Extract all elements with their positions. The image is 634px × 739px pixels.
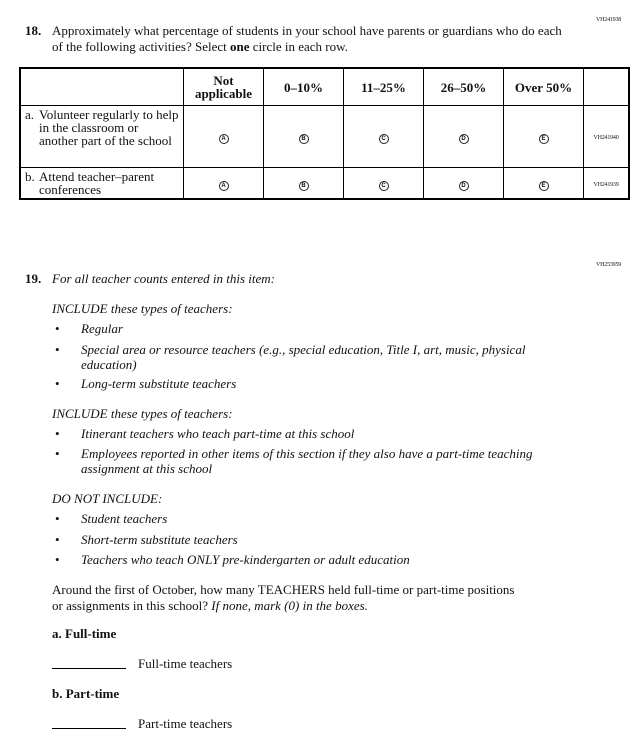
radio-option[interactable]: D: [458, 180, 469, 191]
row-label: b. Attend teacher–parent conferences: [19, 167, 184, 200]
item-code: VH241938: [596, 17, 622, 23]
radio-option[interactable]: B: [298, 134, 309, 144]
bullet-icon: •: [55, 342, 60, 357]
instructions-intro: For all teacher counts entered in this i…: [52, 271, 275, 286]
full-time-input[interactable]: [52, 654, 126, 669]
list-item: Short-term substitute teachers: [81, 532, 238, 547]
bullet-icon: •: [55, 446, 60, 461]
radio-option[interactable]: A: [218, 180, 229, 191]
table-row: a. Volunteer regularly to help in the cla…: [19, 105, 630, 168]
radio-option[interactable]: A: [218, 134, 229, 144]
part-time-input[interactable]: [52, 714, 126, 729]
list-item: Teachers who teach ONLY pre-kindergarten…: [81, 552, 410, 567]
include-heading: INCLUDE these types of teachers:: [52, 301, 233, 316]
question-text: Around the first of October, how many TE…: [52, 582, 515, 613]
list-item: Student teachers: [81, 511, 168, 526]
full-time-suffix: Full-time teachers: [138, 656, 233, 671]
radio-option[interactable]: C: [378, 134, 389, 144]
row-code: VH241940: [593, 135, 619, 141]
list-item: Employees reported in other items of thi…: [81, 446, 533, 476]
grid-header: Not applicable 0–10% 11–25% 26–50% Over …: [19, 67, 630, 106]
radio-option[interactable]: C: [378, 180, 389, 191]
row-code: VH241939: [593, 181, 619, 188]
item-code: VH253959: [596, 262, 622, 268]
part-time-label: b. Part-time: [52, 686, 120, 701]
col-header: 26–50%: [423, 67, 504, 106]
bullet-icon: •: [55, 376, 60, 391]
bullet-icon: •: [55, 511, 60, 526]
bullet-icon: •: [55, 532, 60, 547]
question-number: 19.: [25, 271, 42, 286]
part-time-suffix: Part-time teachers: [138, 716, 233, 731]
bullet-icon: •: [55, 426, 60, 441]
question-number: 18.: [25, 23, 42, 38]
col-header: Over 50%: [503, 67, 584, 106]
radio-option[interactable]: D: [458, 134, 469, 144]
radio-option[interactable]: B: [298, 180, 309, 191]
col-header: 11–25%: [343, 67, 424, 106]
list-item: Long-term substitute teachers: [81, 376, 237, 391]
col-header: Not applicable: [183, 67, 264, 106]
list-item: Special area or resource teachers (e.g.,…: [81, 342, 526, 372]
radio-option[interactable]: E: [538, 134, 549, 144]
exclude-heading: DO NOT INCLUDE:: [52, 491, 163, 506]
row-label: a. Volunteer regularly to help in the cla…: [19, 105, 184, 168]
list-item: Regular: [81, 321, 123, 336]
list-item: Itinerant teachers who teach part-time a…: [81, 426, 355, 441]
bullet-icon: •: [55, 321, 60, 336]
table-row: b. Attend teacher–parent conferences A B …: [19, 167, 630, 200]
response-grid: Not applicable 0–10% 11–25% 26–50% Over …: [19, 67, 630, 200]
question-text: Approximately what percentage of student…: [52, 23, 562, 54]
include-heading: INCLUDE these types of teachers:: [52, 406, 233, 421]
bullet-icon: •: [55, 552, 60, 567]
full-time-label: a. Full-time: [52, 626, 117, 641]
radio-option[interactable]: E: [538, 180, 549, 191]
col-header: 0–10%: [263, 67, 344, 106]
